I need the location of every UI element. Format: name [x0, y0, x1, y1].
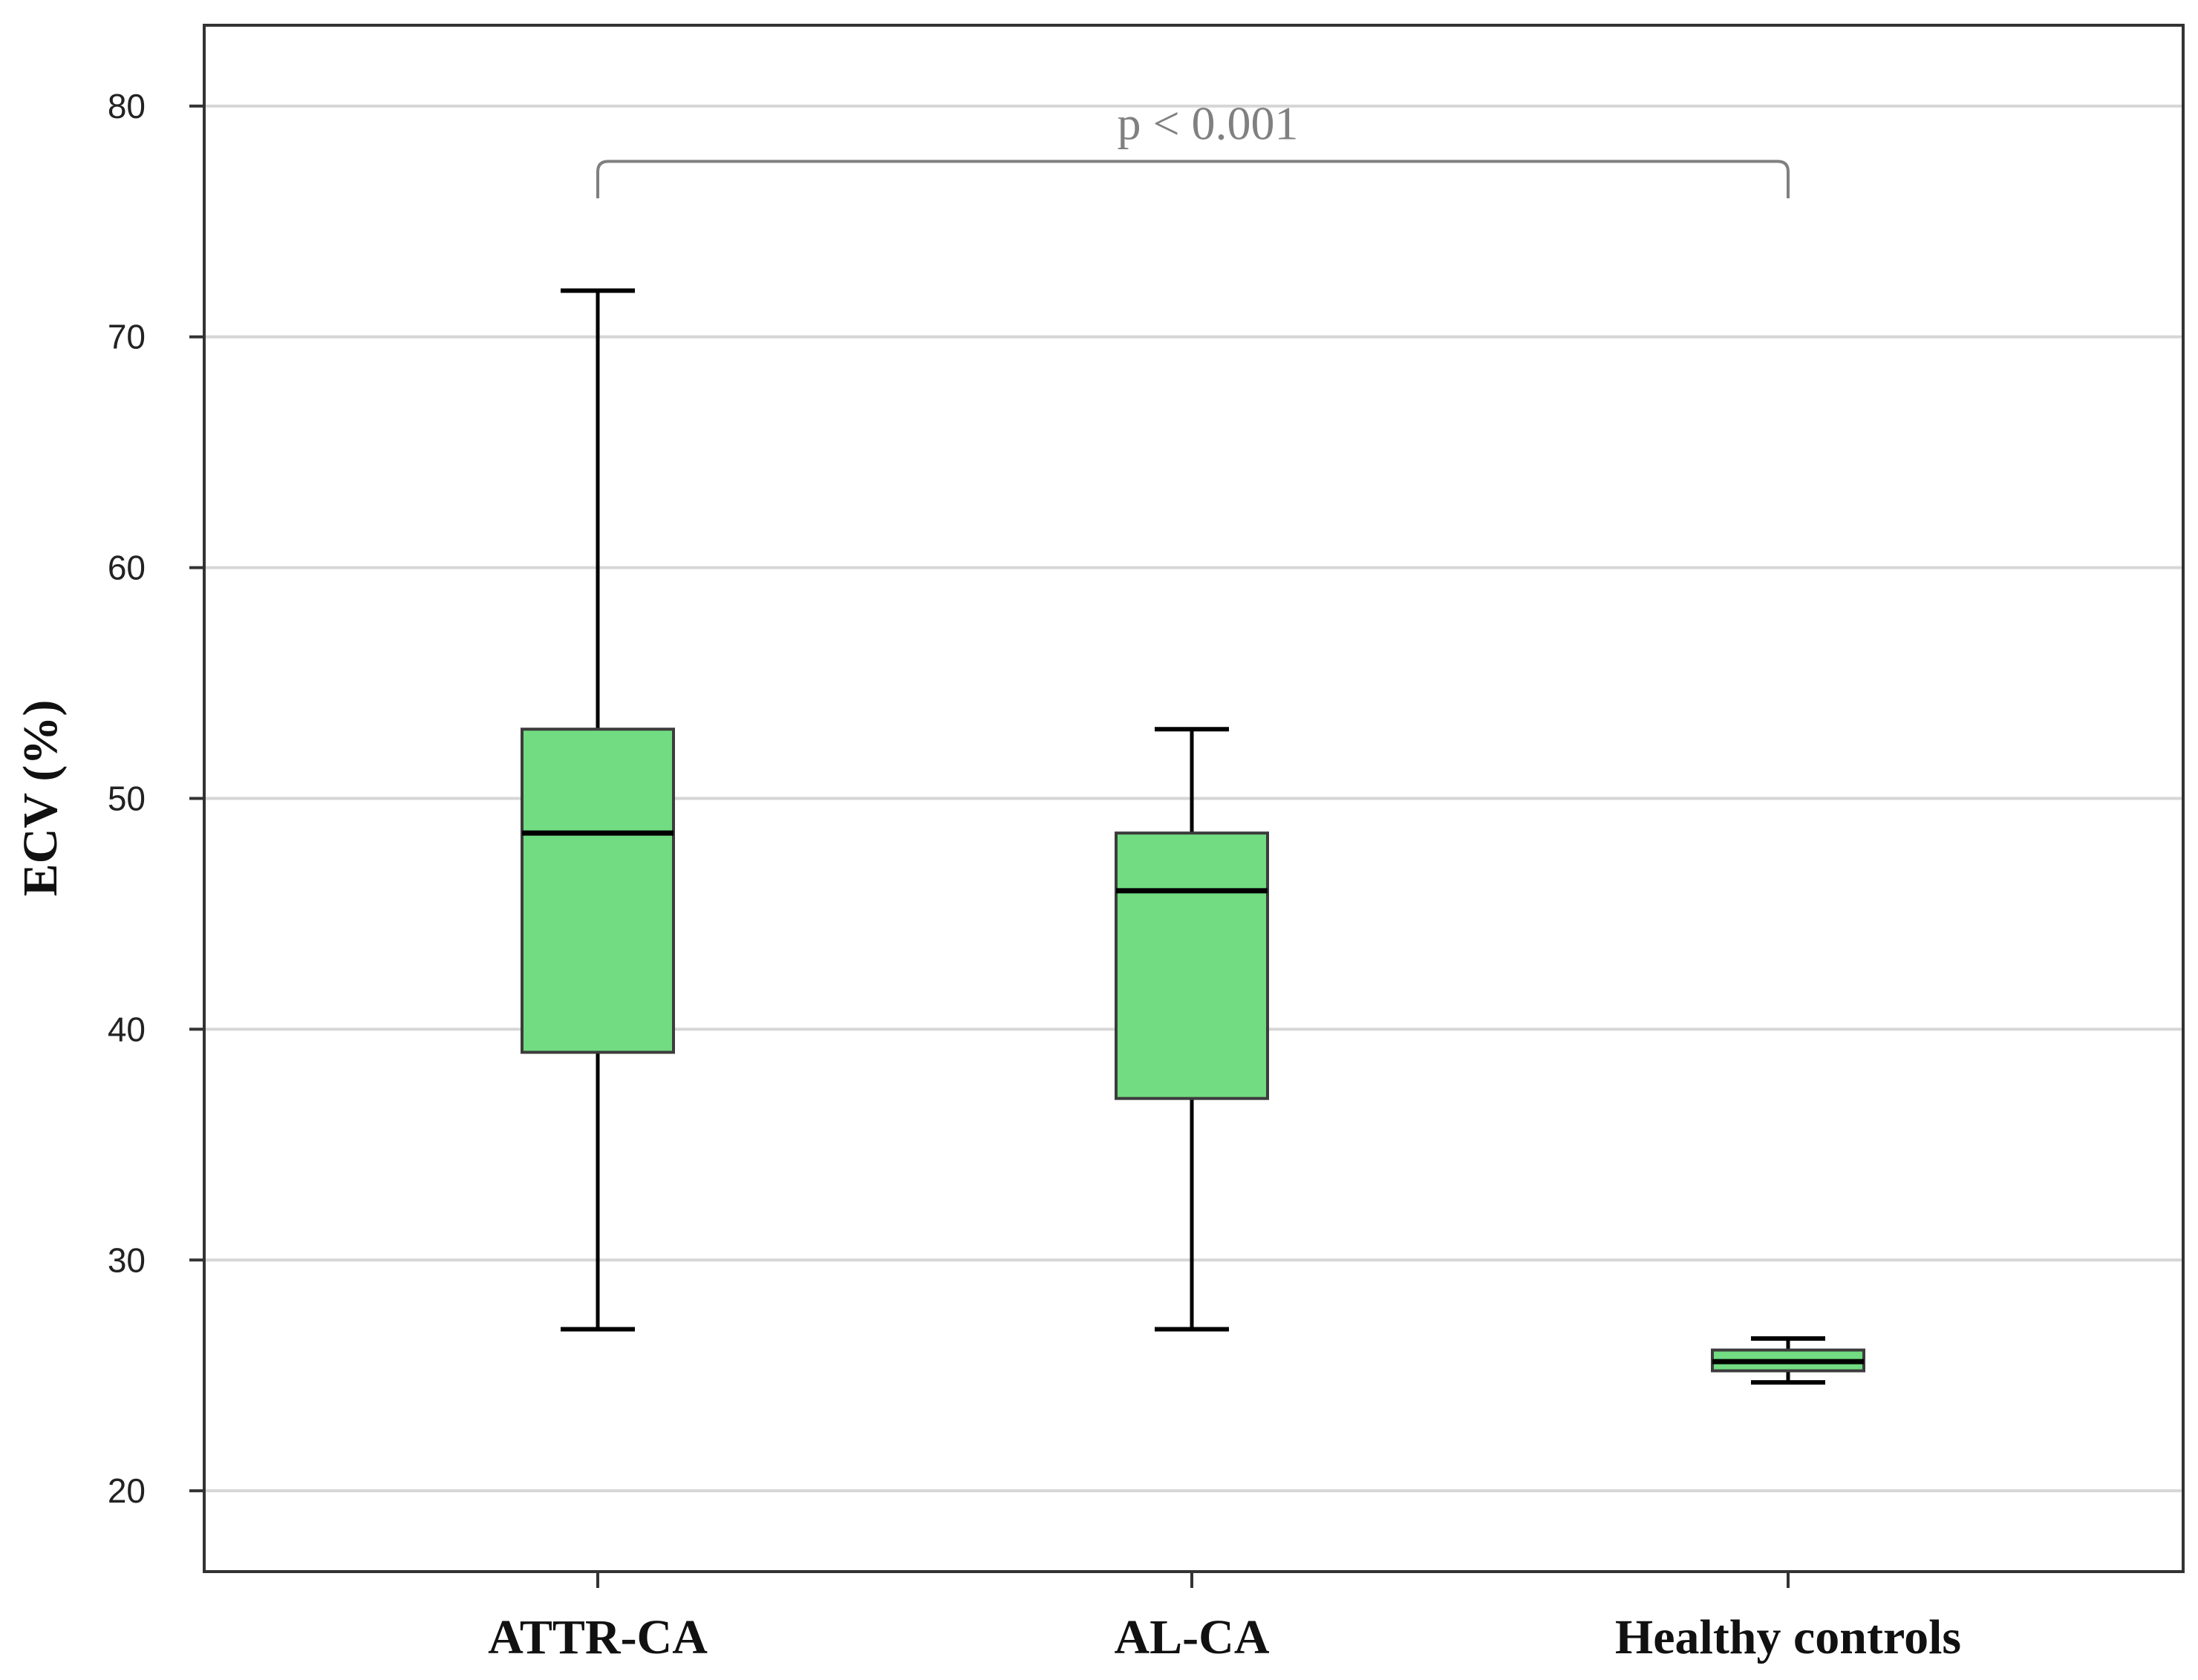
x-category-label-1: ATTR-CA [488, 1610, 708, 1664]
y-tick-label-60: 60 [108, 549, 146, 587]
x-category-label-2: AL-CA [1115, 1610, 1270, 1664]
significance-bracket [596, 160, 1790, 199]
significance-annotation: p < 0.001 [596, 97, 1790, 199]
x-category-label-3: Healthy controls [1615, 1610, 1961, 1664]
y-tick-label-30: 30 [108, 1241, 146, 1279]
y-axis-ticks: 20 30 40 50 60 70 80 [108, 87, 204, 1510]
box-group-1 [521, 288, 675, 1332]
box-group-2 [1115, 727, 1269, 1332]
box-iqr-2 [1115, 831, 1269, 1100]
box-series [521, 288, 1865, 1385]
box-iqr-1 [521, 728, 675, 1054]
y-tick-label-80: 80 [108, 87, 146, 125]
y-tick-label-50: 50 [108, 779, 146, 818]
box-group-3 [1711, 1336, 1865, 1385]
y-tick-label-20: 20 [108, 1471, 146, 1510]
y-tick-label-70: 70 [108, 318, 146, 356]
y-axis-title: ECV (%) [13, 700, 68, 897]
x-axis-ticks: ATTR-CA AL-CA Healthy controls [488, 1572, 1961, 1664]
y-tick-label-40: 40 [108, 1010, 146, 1048]
significance-label: p < 0.001 [1117, 97, 1298, 149]
